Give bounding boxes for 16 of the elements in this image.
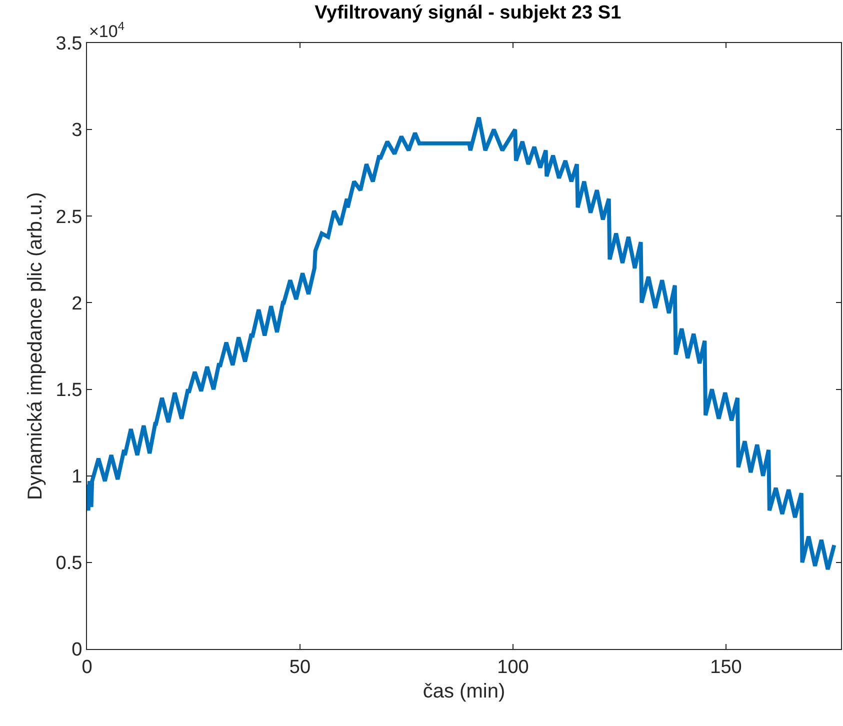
- text: ×10$^{4}$: [89, 19, 125, 42]
- y-tick-label: 2.5: [56, 206, 82, 228]
- y-tick-label: 2: [72, 293, 82, 314]
- x-axis-title: čas (min): [422, 680, 506, 702]
- y-tick-label: 3.5: [56, 34, 82, 55]
- x-tick-label: 150: [710, 656, 742, 678]
- y-axis-title: Dynamická impedance plic (arb.u.): [24, 192, 46, 500]
- chart-title: Vyfiltrovaný signál - subjekt 23 S1: [314, 2, 622, 24]
- y-tick-label: 0: [72, 640, 82, 661]
- y-tick-label: 1.5: [56, 380, 82, 401]
- line-series: [87, 115, 836, 572]
- y-tick-label: 3: [72, 120, 82, 142]
- x-tick-label: 50: [289, 656, 311, 678]
- y-tick-label: 1: [72, 466, 82, 488]
- y-tick-label: 0.5: [56, 553, 82, 574]
- x-tick-label: 100: [497, 656, 529, 678]
